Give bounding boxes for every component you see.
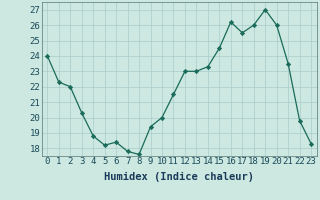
- X-axis label: Humidex (Indice chaleur): Humidex (Indice chaleur): [104, 172, 254, 182]
